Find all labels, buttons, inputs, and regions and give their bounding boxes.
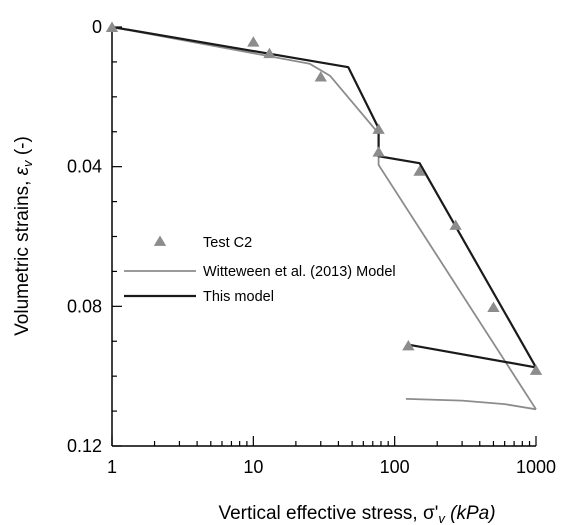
legend: Test C2 Witteween et al. (2013) Model This… — [124, 235, 396, 305]
test-c2-point — [529, 364, 543, 375]
test-c2-point — [402, 339, 415, 351]
test-c2-point — [247, 36, 260, 47]
witteween-model-line — [111, 26, 537, 410]
x-tick-label: 1000 — [516, 457, 556, 477]
y-tick-label: 0 — [92, 17, 102, 37]
x-axis-title: Vertical effective stress, σ'v (kPa) — [218, 503, 495, 525]
test-c2-point — [449, 219, 462, 230]
y-axis-title-suffix: (-) — [12, 136, 33, 160]
legend-label: Test C2 — [203, 235, 252, 251]
this-model-line — [111, 25, 537, 368]
x-tick-label: 100 — [380, 457, 410, 477]
plot-frame — [111, 27, 536, 447]
x-axis-title-prefix: Vertical effective stress, — [218, 503, 423, 524]
test-c2-point — [105, 21, 119, 32]
series-layer — [105, 21, 543, 411]
y-axis-title-prefix: Volumetric strains, — [12, 175, 33, 336]
y-tick-label: 0.12 — [67, 436, 102, 456]
this-model-line — [408, 343, 537, 369]
tick-labels: 1 10 100 1000 0 0.04 0.08 0.12 — [67, 17, 556, 477]
legend-label: This model — [203, 289, 274, 305]
legend-marker-test-c2 — [153, 235, 167, 246]
test-c2-point — [263, 47, 276, 59]
y-tick-label: 0.08 — [67, 296, 102, 316]
witteween-model-line — [405, 398, 537, 411]
x-axis-title-unit: (kPa) — [445, 503, 496, 524]
y-axis-title-subscript: v — [20, 159, 35, 167]
test-c2-point — [314, 71, 327, 82]
legend-label: Witteween et al. (2013) Model — [203, 264, 396, 280]
y-axis-title: Volumetric strains, εv (-) — [12, 136, 35, 336]
test-c2-point — [372, 123, 385, 134]
y-axis-title-symbol: ε — [12, 166, 33, 175]
x-tick-label: 1 — [107, 457, 117, 477]
test-c2-point — [413, 165, 426, 176]
test-c2-point — [487, 301, 500, 312]
x-tick-label: 10 — [243, 457, 263, 477]
y-tick-label: 0.04 — [67, 157, 102, 177]
x-axis-title-symbol: σ' — [423, 503, 438, 524]
test-c2-point — [372, 146, 385, 157]
x-axis-title-subscript: v — [438, 511, 446, 525]
ticks — [111, 26, 537, 447]
